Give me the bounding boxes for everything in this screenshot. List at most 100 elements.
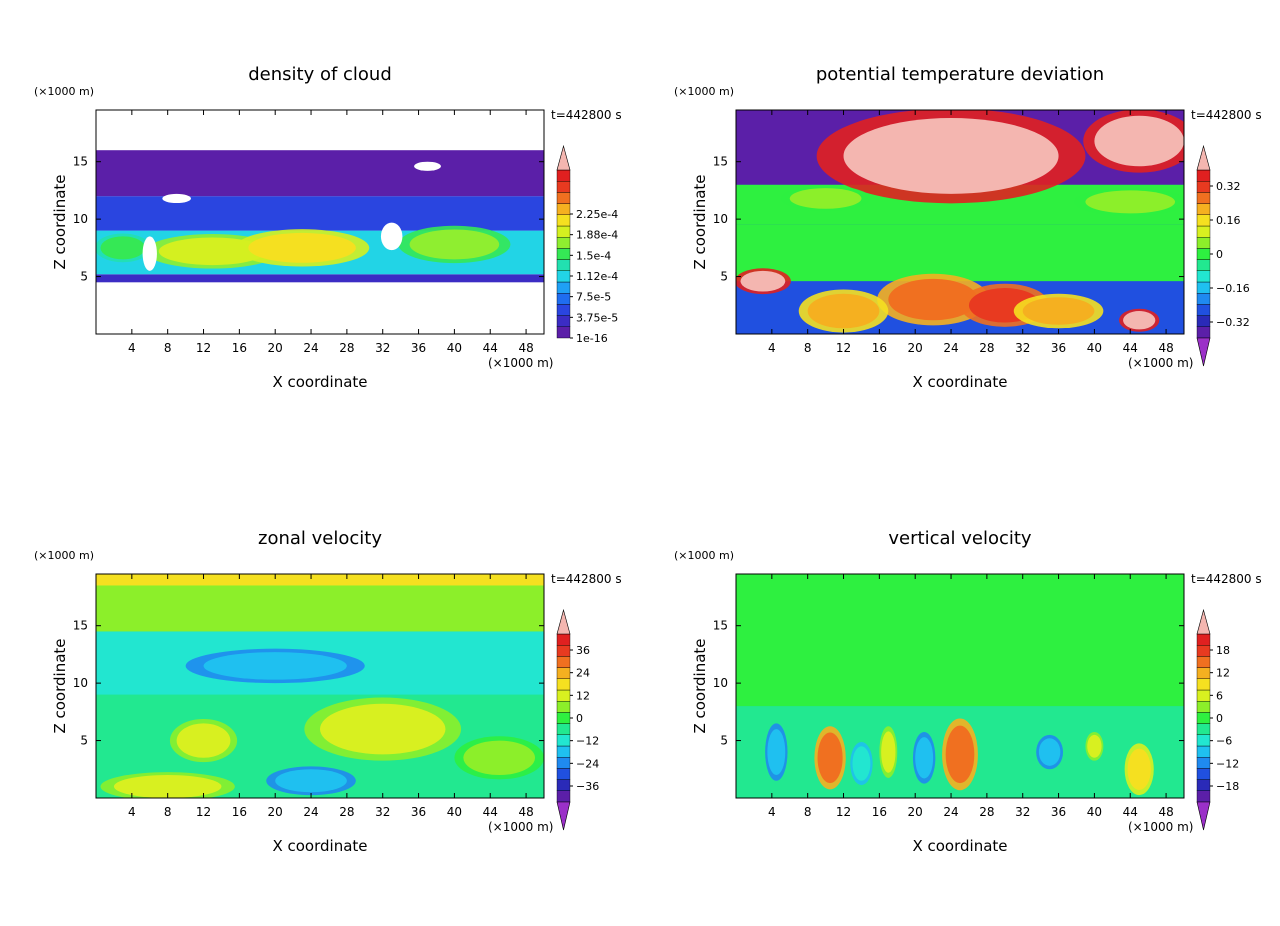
x-tick-label: 20 xyxy=(908,805,923,819)
contour-band xyxy=(96,196,544,231)
contour-blob xyxy=(463,740,536,776)
colorbar-segment xyxy=(1196,270,1211,283)
panel-title: density of cloud xyxy=(248,64,392,85)
colorbar-segment xyxy=(556,225,571,238)
plot-field xyxy=(96,574,544,798)
x-tick-label: 16 xyxy=(232,805,247,819)
colorbar-segment xyxy=(1196,304,1211,316)
plot-frame xyxy=(95,109,545,335)
contour-blob xyxy=(113,775,222,798)
panel-title: potential temperature deviation xyxy=(816,64,1104,85)
colorbar: 2.25e-4 1.88e-4 1.5e-4 1.12e-4 7.5e-5 3.75e-5… xyxy=(556,144,618,345)
colorbar-extend-top xyxy=(1196,144,1211,171)
colorbar-segment xyxy=(556,315,571,328)
z-unit-label: (×1000 m) xyxy=(674,549,734,562)
y-axis-label: Z coordinate xyxy=(691,638,709,733)
x-tick-label: 4 xyxy=(128,805,136,819)
cloud-free-gap xyxy=(380,222,403,251)
x-tick-label: 16 xyxy=(872,341,887,355)
contour-blob xyxy=(320,703,446,755)
colorbar-label: 0 xyxy=(576,712,583,725)
colorbar-label: 1.88e-4 xyxy=(576,229,618,242)
x-tick-label: 44 xyxy=(483,341,498,355)
y-tick-label: 5 xyxy=(720,270,728,284)
colorbar-segment xyxy=(1196,259,1211,272)
x-tick-label: 36 xyxy=(1051,805,1066,819)
y-tick-label: 10 xyxy=(713,212,728,226)
colorbar-segment xyxy=(556,236,571,249)
x-tick-label: 12 xyxy=(836,341,851,355)
contour-blob xyxy=(915,737,934,779)
colorbar: 36 24 12 0 −12 −24 −36 xyxy=(556,608,599,831)
colorbar-segment xyxy=(556,270,571,283)
y-tick-label: 10 xyxy=(73,212,88,226)
x-tick-label: 40 xyxy=(447,341,462,355)
colorbar-segment xyxy=(1196,180,1211,193)
x-tick-label: 20 xyxy=(268,341,283,355)
x-tick-label: 28 xyxy=(339,341,354,355)
colorbar-label: 1.12e-4 xyxy=(576,270,618,283)
x-tick-label: 32 xyxy=(375,341,390,355)
contour-blob xyxy=(767,729,786,776)
colorbar-label: −36 xyxy=(576,780,599,793)
colorbar-segment xyxy=(556,734,571,747)
contour-blob xyxy=(1022,297,1095,325)
x-axis-label: X coordinate xyxy=(912,373,1007,391)
colorbar-label: 6 xyxy=(1216,689,1223,702)
x-tick-label: 20 xyxy=(908,341,923,355)
x-tick-label: 24 xyxy=(303,805,318,819)
contour-blob xyxy=(100,236,146,260)
plot-field xyxy=(736,574,1184,798)
colorbar-extend-bottom xyxy=(1196,801,1211,831)
colorbar-segment xyxy=(1196,293,1211,305)
colorbar-extend-bottom xyxy=(1196,337,1211,367)
y-tick-label: 10 xyxy=(73,676,88,690)
y-axis-label: Z coordinate xyxy=(51,174,69,269)
colorbar-segment xyxy=(556,745,571,758)
y-tick-label: 5 xyxy=(80,270,88,284)
time-label: t=442800 s xyxy=(1191,108,1262,122)
colorbar-segment xyxy=(1196,734,1211,747)
y-tick-label: 15 xyxy=(73,155,88,169)
x-tick-label: 36 xyxy=(411,341,426,355)
contour-blob xyxy=(1094,115,1184,167)
x-tick-label: 48 xyxy=(518,341,533,355)
time-label: t=442800 s xyxy=(551,572,622,586)
x-tick-label: 44 xyxy=(483,805,498,819)
x-tick-label: 24 xyxy=(943,805,958,819)
time-label: t=442800 s xyxy=(551,108,622,122)
colorbar-segment xyxy=(1196,689,1211,702)
colorbar-label: 7.5e-5 xyxy=(576,291,611,304)
x-tick-label: 24 xyxy=(303,341,318,355)
x-tick-label: 8 xyxy=(164,341,172,355)
x-tick-label: 36 xyxy=(411,805,426,819)
colorbar-label: 1.5e-4 xyxy=(576,249,611,262)
z-unit-label: (×1000 m) xyxy=(674,85,734,98)
colorbar-segment xyxy=(556,304,571,316)
colorbar-segment xyxy=(556,203,571,216)
colorbar-segment xyxy=(1196,225,1211,238)
x-tick-label: 20 xyxy=(268,805,283,819)
x-tick-label: 16 xyxy=(232,341,247,355)
colorbar-segment xyxy=(556,701,571,713)
colorbar-segment xyxy=(1196,248,1211,260)
colorbar-label: −24 xyxy=(576,757,599,770)
x-tick-label: 28 xyxy=(979,805,994,819)
contour-blob xyxy=(740,270,786,292)
x-tick-label: 24 xyxy=(943,341,958,355)
colorbar-segment xyxy=(1196,779,1211,791)
contour-blob xyxy=(852,746,871,781)
colorbar-segment xyxy=(556,757,571,769)
contour-blob xyxy=(1087,734,1102,758)
x-tick-label: 28 xyxy=(339,805,354,819)
x-tick-label: 4 xyxy=(768,341,776,355)
contour-blob xyxy=(176,723,231,758)
colorbar-label: 3.75e-5 xyxy=(576,311,618,324)
colorbar-segment xyxy=(556,293,571,305)
x-tick-label: 32 xyxy=(375,805,390,819)
colorbar-segment xyxy=(556,259,571,272)
cloud-free-gap xyxy=(414,161,441,171)
